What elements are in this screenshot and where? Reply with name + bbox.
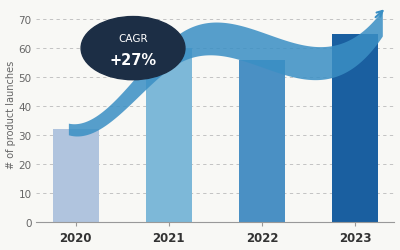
Text: +27%: +27% — [110, 53, 156, 68]
Polygon shape — [69, 11, 383, 137]
Bar — [52, 130, 99, 222]
Bar — [332, 34, 378, 222]
Text: CAGR: CAGR — [118, 34, 148, 43]
Circle shape — [81, 18, 185, 80]
Bar — [239, 60, 285, 222]
Bar — [146, 49, 192, 222]
Y-axis label: # of product launches: # of product launches — [6, 60, 16, 168]
